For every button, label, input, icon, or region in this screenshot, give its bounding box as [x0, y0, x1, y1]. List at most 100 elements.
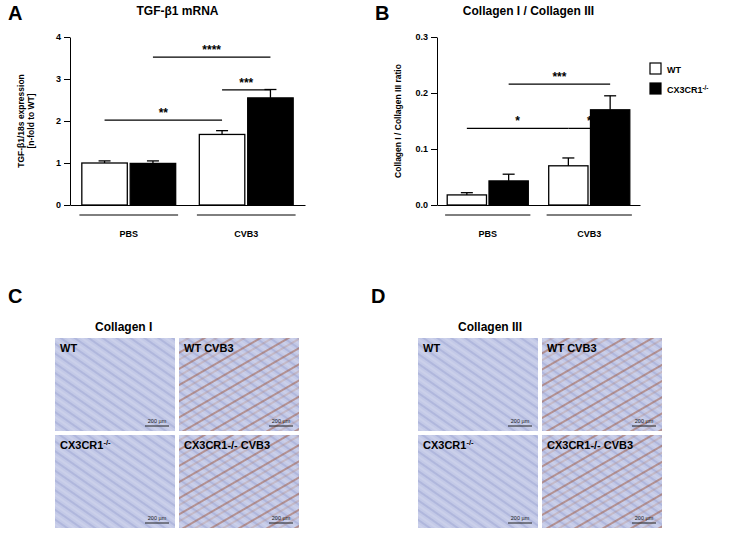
- bar: [591, 110, 630, 205]
- group-bracket: [547, 215, 632, 216]
- tick-mark: [64, 163, 70, 164]
- legend-item: CX3CR1-/-: [650, 83, 708, 95]
- chart: BCollagen I / Collagen III0.00.10.20.3Co…: [375, 2, 708, 239]
- error-bar: [264, 90, 276, 98]
- tick-label: 0.1: [415, 144, 428, 154]
- axis-line: [437, 38, 438, 206]
- bar: [82, 163, 127, 205]
- image-panel: CCollagen IWT200 µmWT CVB3200 µmCX3CR1-/…: [8, 285, 299, 528]
- y-axis: 01234: [56, 32, 71, 210]
- micrograph: CX3CR1-/- CVB3200 µm: [179, 435, 299, 528]
- panel-title: Collagen III: [458, 320, 522, 334]
- superscript: -/-: [466, 438, 474, 447]
- tick: 3: [56, 74, 70, 84]
- tick-label: 2: [56, 116, 61, 126]
- stain-overlay: [179, 338, 299, 431]
- panel-letter: A: [8, 2, 22, 24]
- bar: [248, 98, 293, 205]
- text-part: CX3CR1: [60, 439, 103, 451]
- image-label: CX3CR1-/- CVB3: [184, 439, 270, 451]
- error-cap: [461, 192, 473, 193]
- micrograph: CX3CR1-/- 200 µm: [55, 435, 175, 528]
- panel-title: Collagen I: [95, 320, 152, 334]
- error-bar: [503, 174, 515, 181]
- y-axis: 0.00.10.20.3: [415, 32, 437, 210]
- plot-area: [82, 57, 293, 205]
- chart: ATGF-β1 mRNA01234TGF-β1/18s expression[n…: [8, 2, 306, 239]
- significance-label: ***: [239, 76, 253, 90]
- micrograph: CX3CR1-/- CVB3200 µm: [542, 435, 662, 528]
- image-label: WT: [60, 342, 77, 354]
- error-whisker: [508, 174, 509, 181]
- tick-label: 3: [56, 74, 61, 84]
- group-bracket: [197, 215, 296, 216]
- significance-label: ***: [552, 70, 566, 84]
- scale-bar-label: 200 µm: [635, 418, 654, 424]
- scale-bar: [269, 523, 293, 524]
- micrograph: CX3CR1-/-200 µm: [418, 435, 538, 528]
- y-axis-title: Collagen I / Collagen III ratio: [393, 64, 403, 178]
- tissue-image: [542, 338, 662, 431]
- legend-swatch: [650, 83, 661, 94]
- error-cap: [562, 157, 574, 158]
- scale-bar-label: 200 µm: [511, 515, 530, 521]
- tissue-image: [418, 338, 538, 431]
- error-cap: [503, 174, 515, 175]
- bar: [549, 166, 588, 205]
- error-bar: [604, 96, 616, 110]
- scale-bar: [632, 426, 656, 427]
- category-label: CVB3: [577, 229, 601, 239]
- tick-mark: [431, 93, 437, 94]
- tick: 0.0: [415, 200, 437, 210]
- superscript: -/-: [703, 83, 709, 90]
- error-cap: [147, 160, 159, 161]
- scale-bar: [508, 426, 532, 427]
- micrograph: WT CVB3200 µm: [179, 338, 299, 431]
- error-bar: [99, 161, 111, 163]
- tick-mark: [431, 149, 437, 150]
- bar: [447, 195, 486, 205]
- micrograph: WT200 µm: [418, 338, 538, 431]
- significance-label: **: [159, 106, 169, 120]
- axis-line: [70, 38, 71, 206]
- image-label: WT: [423, 342, 440, 354]
- tick: 4: [56, 32, 70, 42]
- error-bar: [461, 193, 473, 195]
- legend-label: WT: [667, 65, 681, 75]
- tick: 0.1: [415, 144, 437, 154]
- error-whisker: [270, 90, 271, 98]
- image-label: WT CVB3: [547, 342, 597, 354]
- tick: 0.3: [415, 32, 437, 42]
- legend: WT CX3CR1-/-: [650, 63, 708, 95]
- tick: 1: [56, 158, 70, 168]
- tick-label: 1: [56, 158, 61, 168]
- y-axis-title: TGF-β1/18s expression: [16, 74, 26, 168]
- axis-line: [438, 205, 641, 206]
- scale-bar: [269, 426, 293, 427]
- image-label: WT CVB3: [184, 342, 234, 354]
- significance-label: *: [515, 114, 520, 128]
- significance-label: ****: [202, 43, 221, 57]
- tissue-image: [418, 435, 538, 528]
- scale-bar: [508, 523, 532, 524]
- tick-mark: [431, 205, 437, 206]
- legend-label: CX3CR1-/-: [667, 83, 708, 95]
- scale-bar-label: 200 µm: [148, 515, 167, 521]
- error-cap: [99, 160, 111, 161]
- axis-line: [71, 205, 306, 206]
- image-label: CX3CR1-/-: [60, 438, 111, 452]
- group-bracket: [79, 215, 178, 216]
- bar: [130, 163, 175, 205]
- chart-title: TGF-β1 mRNA: [137, 4, 219, 18]
- y-axis-title: [n-fold to WT]: [26, 93, 36, 148]
- plot-area: [447, 84, 630, 205]
- error-cap: [216, 130, 228, 131]
- tick-mark: [64, 205, 70, 206]
- tick-mark: [431, 37, 437, 38]
- panel-letter: B: [375, 2, 389, 24]
- legend-swatch: [650, 63, 661, 74]
- category-label: PBS: [119, 229, 138, 239]
- tissue-image: [55, 338, 175, 431]
- tissue-image: [179, 435, 299, 528]
- stain-overlay: [542, 338, 662, 431]
